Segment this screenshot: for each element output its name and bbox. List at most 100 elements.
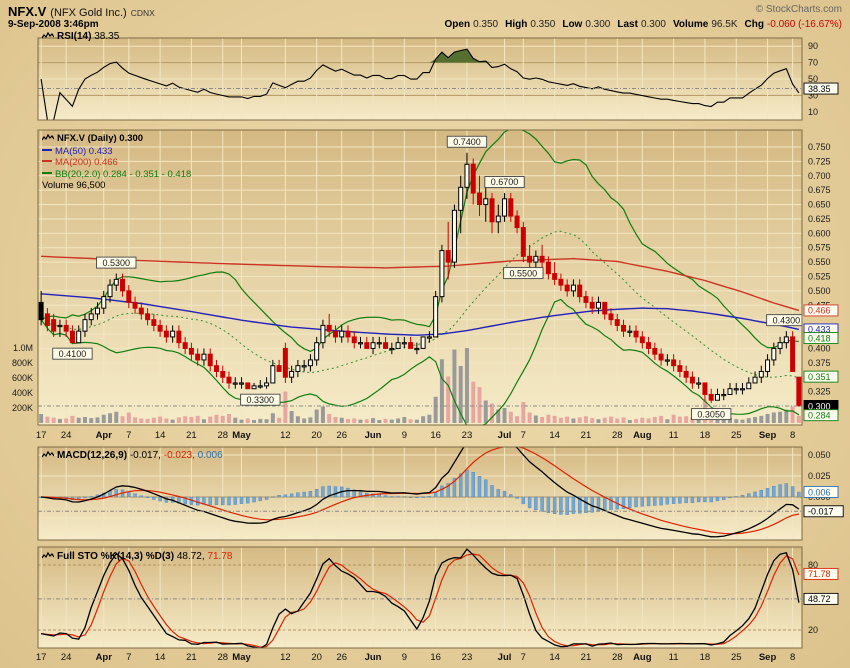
svg-text:90: 90 bbox=[808, 41, 818, 51]
svg-text:0.284: 0.284 bbox=[808, 410, 831, 420]
svg-text:-0.017: -0.017 bbox=[808, 507, 834, 517]
quote-value: 96.5K bbox=[711, 19, 738, 30]
svg-text:20: 20 bbox=[311, 430, 322, 441]
svg-text:25: 25 bbox=[731, 652, 742, 663]
svg-text:0.4300: 0.4300 bbox=[773, 315, 801, 325]
svg-text:Jun: Jun bbox=[365, 652, 382, 663]
ma200-line-icon bbox=[42, 160, 52, 162]
quote-label: Last bbox=[617, 19, 638, 30]
svg-text:Apr: Apr bbox=[96, 652, 113, 663]
svg-text:28: 28 bbox=[217, 430, 228, 441]
macd-signal-value: -0.023, bbox=[163, 450, 195, 461]
legend-symbol-line: NFX.V (Daily) 0.300 bbox=[41, 133, 191, 146]
svg-text:0.433: 0.433 bbox=[808, 325, 831, 335]
svg-text:Aug: Aug bbox=[633, 430, 652, 441]
svg-text:17: 17 bbox=[36, 652, 47, 663]
svg-text:0.050: 0.050 bbox=[808, 450, 831, 460]
svg-text:16: 16 bbox=[430, 430, 441, 441]
svg-text:Jun: Jun bbox=[365, 430, 382, 441]
svg-text:0.5500: 0.5500 bbox=[510, 268, 538, 278]
svg-text:8: 8 bbox=[790, 652, 795, 663]
svg-text:23: 23 bbox=[462, 430, 473, 441]
svg-text:0.418: 0.418 bbox=[808, 333, 831, 343]
svg-text:14: 14 bbox=[155, 652, 166, 663]
svg-text:0.351: 0.351 bbox=[808, 372, 831, 382]
svg-text:28: 28 bbox=[612, 430, 623, 441]
rsi-title: RSI(14) 38.35 bbox=[41, 31, 119, 43]
svg-text:0.3300: 0.3300 bbox=[247, 395, 275, 405]
svg-text:14: 14 bbox=[549, 430, 560, 441]
svg-text:21: 21 bbox=[581, 652, 592, 663]
svg-text:Apr: Apr bbox=[96, 430, 113, 441]
svg-text:24: 24 bbox=[61, 652, 72, 663]
sto-d-value: 71.78 bbox=[207, 551, 233, 562]
macd-title: MACD(12,26,9) -0.017, -0.023, 0.006 bbox=[41, 450, 223, 462]
svg-text:12: 12 bbox=[280, 430, 291, 441]
price-legend: NFX.V (Daily) 0.300 MA(50) 0.433 MA(200)… bbox=[41, 133, 191, 192]
svg-text:May: May bbox=[232, 430, 251, 441]
legend-bb: BB(20,2.0) 0.284 - 0.351 - 0.418 bbox=[42, 169, 191, 181]
svg-text:21: 21 bbox=[186, 430, 197, 441]
sto-label: Full STO %K(14,3) %D(3) bbox=[57, 551, 175, 562]
svg-text:18: 18 bbox=[700, 652, 711, 663]
company-name: (NFX Gold Inc.) bbox=[50, 7, 127, 19]
svg-text:9: 9 bbox=[402, 652, 407, 663]
macd-squiggle-icon bbox=[41, 450, 55, 462]
svg-text:26: 26 bbox=[336, 652, 347, 663]
svg-text:8: 8 bbox=[790, 430, 795, 441]
sto-squiggle-icon bbox=[41, 551, 55, 563]
quote-bar: Open 0.350 High 0.350 Low 0.300 Last 0.300 Volum… bbox=[438, 19, 843, 30]
svg-text:16: 16 bbox=[430, 652, 441, 663]
svg-text:0.675: 0.675 bbox=[808, 185, 831, 195]
quote-label: Chg bbox=[744, 19, 764, 30]
svg-text:48.72: 48.72 bbox=[808, 594, 831, 604]
svg-text:0.600: 0.600 bbox=[808, 228, 831, 238]
quote-value: 0.350 bbox=[473, 19, 499, 30]
svg-text:9: 9 bbox=[402, 430, 407, 441]
svg-text:21: 21 bbox=[581, 430, 592, 441]
svg-text:0.006: 0.006 bbox=[808, 487, 831, 497]
svg-text:600K: 600K bbox=[12, 373, 33, 383]
svg-text:7: 7 bbox=[521, 430, 526, 441]
svg-text:0.725: 0.725 bbox=[808, 156, 831, 166]
svg-text:0.650: 0.650 bbox=[808, 200, 831, 210]
svg-text:0.025: 0.025 bbox=[808, 471, 831, 481]
svg-text:28: 28 bbox=[217, 652, 228, 663]
svg-text:0.750: 0.750 bbox=[808, 142, 831, 152]
quote-label: Volume bbox=[672, 19, 709, 30]
indicator-squiggle-icon bbox=[41, 31, 55, 43]
sto-k-value: 48.72, bbox=[176, 551, 205, 562]
quote-value: 0.300 bbox=[585, 19, 611, 30]
svg-text:18: 18 bbox=[700, 430, 711, 441]
svg-text:Aug: Aug bbox=[633, 652, 652, 663]
svg-text:30: 30 bbox=[808, 90, 818, 100]
sto-title: Full STO %K(14,3) %D(3) 48.72, 71.78 bbox=[41, 551, 233, 563]
svg-text:7: 7 bbox=[126, 652, 131, 663]
svg-text:70: 70 bbox=[808, 58, 818, 68]
svg-text:800K: 800K bbox=[12, 358, 33, 368]
svg-text:24: 24 bbox=[61, 430, 72, 441]
quote-label: Open bbox=[444, 19, 471, 30]
svg-text:14: 14 bbox=[549, 652, 560, 663]
svg-text:23: 23 bbox=[462, 652, 473, 663]
price-squiggle-icon bbox=[41, 133, 55, 146]
svg-text:1.0M: 1.0M bbox=[13, 343, 33, 353]
svg-text:0.6700: 0.6700 bbox=[491, 177, 519, 187]
quote-label: High bbox=[505, 19, 528, 30]
svg-text:10: 10 bbox=[808, 107, 818, 117]
svg-text:7: 7 bbox=[126, 430, 131, 441]
svg-text:0.700: 0.700 bbox=[808, 171, 831, 181]
bb-line-icon bbox=[42, 171, 52, 174]
svg-text:71.78: 71.78 bbox=[808, 569, 831, 579]
header-line1: NFX.V (NFX Gold Inc.) CDNX bbox=[8, 3, 155, 21]
svg-text:0.5300: 0.5300 bbox=[103, 258, 131, 268]
svg-text:25: 25 bbox=[731, 430, 742, 441]
svg-text:May: May bbox=[232, 652, 251, 663]
svg-text:0.7400: 0.7400 bbox=[453, 137, 481, 147]
exchange-label: CDNX bbox=[130, 8, 155, 18]
symbol-text: NFX.V bbox=[8, 4, 47, 19]
macd-label: MACD(12,26,9) bbox=[57, 450, 128, 461]
legend-ma50: MA(50) 0.433 bbox=[42, 146, 191, 158]
